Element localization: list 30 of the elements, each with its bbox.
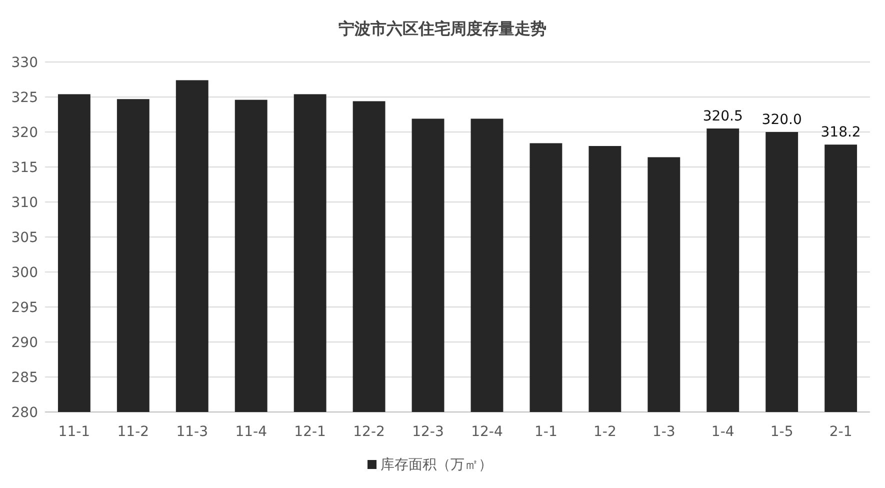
y-tick-label: 330 [11,54,38,71]
y-tick-label: 300 [11,264,38,281]
y-tick-label: 315 [11,160,38,176]
data-label: 320.0 [762,112,802,128]
y-tick-label: 280 [11,404,38,421]
x-tick-label: 12-3 [412,424,444,440]
x-tick-label: 11-3 [176,424,208,440]
x-tick-label: 1-5 [770,424,794,440]
x-tick-label: 11-1 [58,424,90,440]
legend-label: 库存面积（万㎡） [380,457,492,473]
y-tick-label: 310 [11,194,38,211]
x-tick-label: 12-4 [471,424,503,440]
y-tick-label: 285 [11,370,38,386]
y-tick-label: 325 [11,90,38,106]
x-tick-label: 12-2 [353,424,385,440]
x-tick-label: 1-3 [652,424,676,440]
x-tick-label: 2-1 [829,424,852,440]
x-tick-label: 1-4 [711,424,734,440]
x-tick-label: 11-2 [117,424,150,440]
data-label: 318.2 [820,124,861,141]
chart-title: 宁波市六区住宅周度存量走势 [338,19,546,38]
x-tick-label: 12-1 [294,424,326,440]
x-tick-label: 1-1 [534,424,558,440]
y-tick-label: 320 [11,124,38,141]
y-tick-label: 305 [11,230,38,246]
data-label: 320.5 [702,108,743,124]
y-tick-label: 290 [11,334,38,351]
x-tick-label: 11-4 [235,424,268,440]
x-tick-label: 1-2 [593,424,616,440]
y-tick-label: 295 [11,300,38,316]
